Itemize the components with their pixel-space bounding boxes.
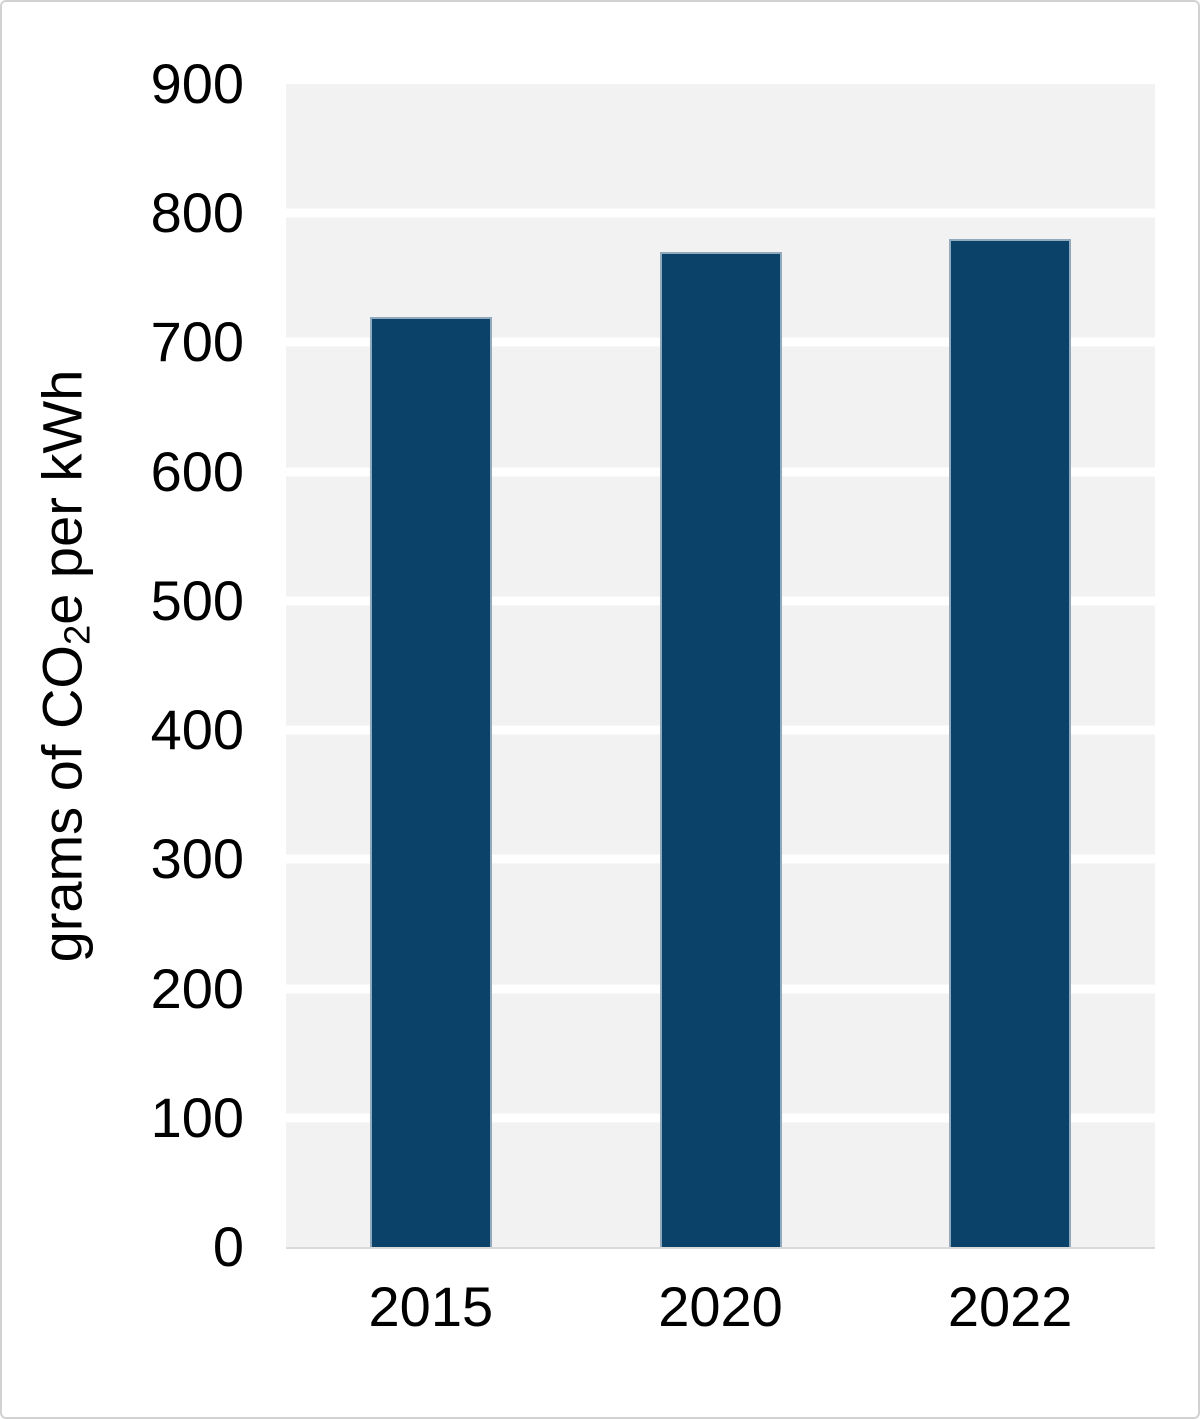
y-tick-label: 0 — [212, 1215, 244, 1278]
y-tick-label: 100 — [150, 1085, 244, 1149]
y-tick-label: 800 — [150, 181, 244, 245]
y-tick-label: 900 — [150, 52, 244, 115]
gridline — [286, 208, 1155, 218]
y-tick-label: 600 — [150, 439, 244, 503]
x-tick-label: 2022 — [947, 1275, 1073, 1338]
bar-2015 — [369, 316, 492, 1247]
y-tick-label: 500 — [150, 568, 244, 632]
y-tick-label: 200 — [150, 956, 244, 1020]
y-tick-label: 400 — [150, 698, 244, 762]
x-tick-label: 2020 — [658, 1275, 783, 1338]
y-tick-label: 300 — [150, 827, 244, 891]
y-tick-label: 700 — [150, 310, 244, 374]
bar-2022 — [949, 239, 1072, 1247]
bar-2020 — [659, 252, 782, 1247]
plot-area — [286, 84, 1155, 1249]
y-axis-label-prefix: grams of CO — [30, 645, 94, 963]
x-tick-label: 2015 — [368, 1275, 494, 1338]
